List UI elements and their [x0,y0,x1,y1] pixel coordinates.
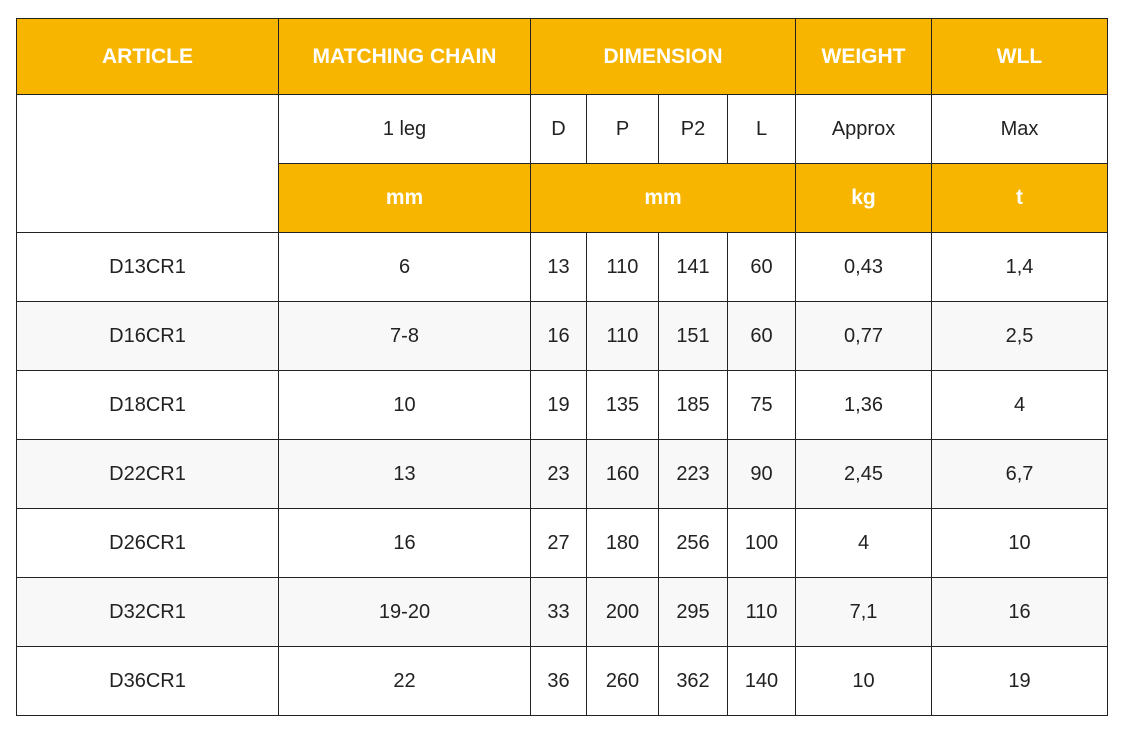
subheader-l: L [726,94,797,164]
cell-dim-p: 135 [586,370,659,440]
unit-dimension: mm [529,163,797,233]
cell-dim-l: 100 [726,508,797,578]
cell-article: D18CR1 [16,370,279,440]
cell-article: D22CR1 [16,439,279,509]
cell-dim-p: 110 [586,232,659,302]
subheader-max: Max [931,94,1109,164]
cell-dim-d: 36 [530,646,587,716]
table-row: D18CR1 10 19 135 185 75 1,36 4 [16,370,1109,440]
cell-matching-chain: 6 [278,232,531,302]
cell-weight: 1,36 [795,370,933,440]
header-article: ARTICLE [16,18,279,95]
cell-dim-l: 110 [726,577,797,647]
cell-dim-p: 110 [586,301,659,371]
cell-dim-p2: 256 [658,508,728,578]
cell-dim-p2: 151 [658,301,728,371]
cell-matching-chain: 22 [278,646,531,716]
subheader-d: D [530,94,587,164]
cell-dim-p: 260 [586,646,659,716]
table-row: D16CR1 7-8 16 110 151 60 0,77 2,5 [16,301,1109,371]
table-row: D36CR1 22 36 260 362 140 10 19 [16,646,1109,716]
cell-article: D13CR1 [16,232,279,302]
cell-dim-l: 75 [726,370,797,440]
table-row: D22CR1 13 23 160 223 90 2,45 6,7 [16,439,1109,509]
cell-matching-chain: 19-20 [278,577,531,647]
cell-dim-p2: 223 [658,439,728,509]
cell-wll: 4 [931,370,1109,440]
header-article-blank [16,94,279,233]
cell-wll: 19 [931,646,1109,716]
cell-weight: 2,45 [795,439,933,509]
cell-weight: 4 [795,508,933,578]
table-row: D32CR1 19-20 33 200 295 110 7,1 16 [16,577,1109,647]
cell-article: D32CR1 [16,577,279,647]
cell-dim-d: 33 [530,577,587,647]
cell-matching-chain: 13 [278,439,531,509]
cell-wll: 1,4 [931,232,1109,302]
cell-dim-l: 60 [726,232,797,302]
cell-wll: 16 [931,577,1109,647]
cell-matching-chain: 10 [278,370,531,440]
cell-dim-p2: 362 [658,646,728,716]
cell-weight: 0,43 [795,232,933,302]
cell-wll: 10 [931,508,1109,578]
unit-weight: kg [795,163,933,233]
cell-weight: 10 [795,646,933,716]
cell-matching-chain: 16 [278,508,531,578]
header-matching-chain: MATCHING CHAIN [278,18,531,95]
product-spec-table: ARTICLE MATCHING CHAIN DIMENSION WEIGHT … [16,18,1109,716]
subheader-approx: Approx [795,94,933,164]
cell-weight: 7,1 [795,577,933,647]
header-dimension: DIMENSION [529,18,797,95]
cell-dim-p2: 185 [658,370,728,440]
cell-wll: 6,7 [931,439,1109,509]
cell-dim-p: 180 [586,508,659,578]
cell-dim-l: 90 [726,439,797,509]
subheader-p: P [586,94,659,164]
table-row: D26CR1 16 27 180 256 100 4 10 [16,508,1109,578]
cell-dim-l: 140 [726,646,797,716]
unit-wll: t [931,163,1109,233]
unit-chain: mm [278,163,531,233]
cell-article: D16CR1 [16,301,279,371]
cell-weight: 0,77 [795,301,933,371]
cell-dim-p2: 295 [658,577,728,647]
cell-matching-chain: 7-8 [278,301,531,371]
table-row: D13CR1 6 13 110 141 60 0,43 1,4 [16,232,1109,302]
cell-wll: 2,5 [931,301,1109,371]
cell-dim-p: 160 [586,439,659,509]
subheader-leg: 1 leg [278,94,531,164]
cell-dim-d: 13 [530,232,587,302]
table-body: D13CR1 6 13 110 141 60 0,43 1,4 D16CR1 7-8 16 110 15… [16,232,1109,716]
header-weight: WEIGHT [795,18,933,95]
cell-dim-d: 23 [530,439,587,509]
cell-dim-p: 200 [586,577,659,647]
cell-dim-d: 19 [530,370,587,440]
cell-dim-p2: 141 [658,232,728,302]
cell-article: D26CR1 [16,508,279,578]
cell-article: D36CR1 [16,646,279,716]
header-wll: WLL [931,18,1109,95]
cell-dim-d: 16 [530,301,587,371]
subheader-p2: P2 [658,94,728,164]
cell-dim-d: 27 [530,508,587,578]
cell-dim-l: 60 [726,301,797,371]
